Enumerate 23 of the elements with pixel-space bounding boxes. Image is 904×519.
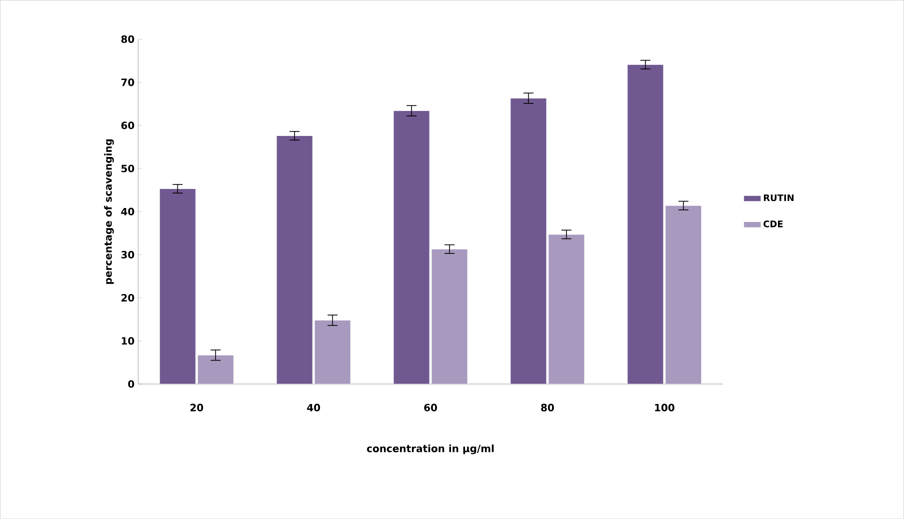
y-tick-label: 50 xyxy=(121,164,134,172)
x-tick-label: 80 xyxy=(541,404,554,412)
bar xyxy=(510,98,547,384)
y-tick-label: 10 xyxy=(122,337,134,345)
y-tick-label: 70 xyxy=(121,78,134,86)
bar xyxy=(627,64,664,384)
y-tick-label: 20 xyxy=(121,294,134,302)
x-tick-label: 60 xyxy=(424,404,437,412)
x-axis-title: concentration in µg/ml xyxy=(367,444,494,454)
legend-label: RUTIN xyxy=(764,194,794,202)
bar xyxy=(159,188,196,384)
x-tick-label: 100 xyxy=(655,404,674,412)
x-tick-label: 20 xyxy=(190,404,204,412)
legend-label: CDE xyxy=(764,220,783,228)
y-tick-label: 0 xyxy=(128,380,134,388)
bar xyxy=(276,135,313,384)
y-tick-label: 80 xyxy=(121,35,134,43)
y-axis-title: percentage of scavenging xyxy=(104,139,114,284)
x-tick-label: 40 xyxy=(307,404,320,412)
y-tick-label: 60 xyxy=(121,122,134,130)
bar xyxy=(393,110,430,384)
y-tick-label: 30 xyxy=(121,250,134,258)
y-tick-label: 40 xyxy=(121,208,134,216)
